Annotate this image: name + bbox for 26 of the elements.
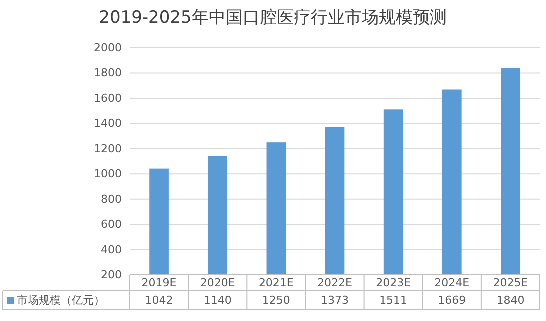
y-tick-label: 400 [101,243,122,256]
chart-title: 2019-2025年中国口腔医疗行业市场规模预测 [99,8,447,28]
data-label: 1373 [321,294,349,307]
x-tick-label: 2025E [493,276,528,290]
y-tick-label: 2000 [94,42,122,54]
x-tick-label: 2024E [434,276,470,290]
x-tick-label: 2019E [142,276,177,290]
legend-label: 市场规模（亿元） [17,294,105,307]
x-tick-label: 2022E [318,276,353,290]
y-tick-label: 1600 [94,92,122,105]
data-label: 1042 [145,294,174,307]
x-tick-label: 2021E [258,276,294,290]
y-tick-label: 1400 [94,117,122,130]
y-tick-label: 200 [101,268,122,282]
data-label: 1669 [438,294,466,307]
data-label: 1140 [204,294,232,307]
y-tick-label: 1800 [94,66,122,80]
x-tick-label: 2023E [376,276,412,290]
y-tick-label: 600 [101,218,122,232]
y-tick-label: 1000 [94,168,122,181]
y-tick-label: 800 [101,192,122,206]
data-label: 1511 [380,294,408,307]
y-tick-label: 1200 [94,142,122,156]
data-label: 1840 [496,294,525,307]
x-tick-label: 2020E [200,276,236,290]
data-label: 1250 [262,294,290,307]
